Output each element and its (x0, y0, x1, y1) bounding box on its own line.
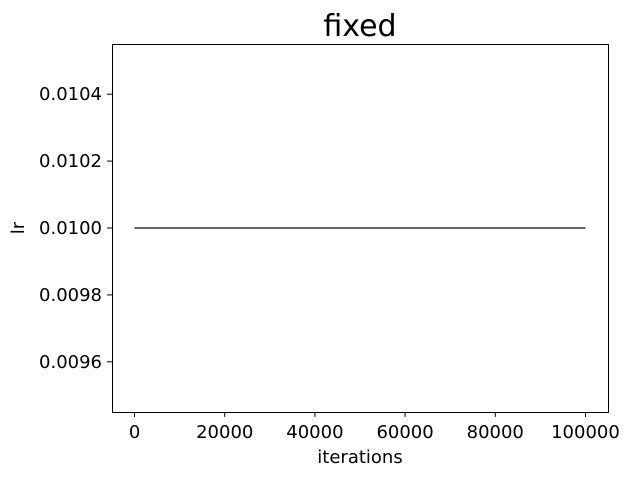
y-tick-label: 0.0102 (39, 151, 102, 172)
x-axis-label: iterations (317, 447, 402, 468)
y-tick-label: 0.0100 (39, 218, 102, 239)
y-tick-label: 0.0104 (39, 84, 102, 105)
x-tick-label: 60000 (376, 422, 433, 443)
x-axis: 0 20000 40000 60000 80000 100000 (129, 412, 620, 443)
plot-frame (112, 44, 609, 413)
chart-title: fixed (323, 9, 396, 44)
y-axis: 0.0096 0.0098 0.0100 0.0102 0.0104 (39, 84, 112, 373)
y-axis-label: lr (8, 221, 29, 234)
y-tick-label: 0.0096 (39, 352, 102, 373)
x-tick-label: 100000 (551, 422, 620, 443)
x-tick-label: 0 (129, 422, 140, 443)
x-tick-label: 40000 (286, 422, 343, 443)
x-tick-label: 80000 (467, 422, 524, 443)
y-tick-label: 0.0098 (39, 285, 102, 306)
x-tick-label: 20000 (196, 422, 253, 443)
